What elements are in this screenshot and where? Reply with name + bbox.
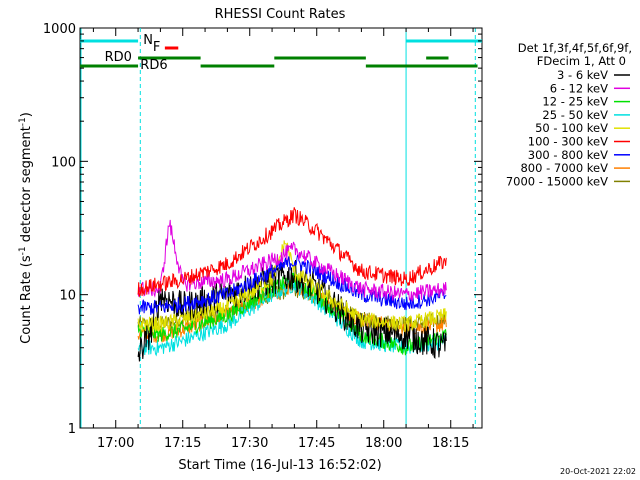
y-tick-label: 1000 xyxy=(43,22,76,37)
night-flag-label: N xyxy=(143,33,153,48)
flare-flag-label: F xyxy=(153,40,160,55)
x-tick-label: 17:00 xyxy=(97,436,134,451)
y-axis-label-sup2: -1 xyxy=(18,117,28,126)
series-line xyxy=(137,254,447,315)
chart-title: RHESSI Count Rates xyxy=(215,7,346,22)
timestamp: 20-Oct-2021 22:02 xyxy=(560,467,636,476)
x-tick-label: 17:30 xyxy=(231,436,268,451)
y-axis-label-sup1: -1 xyxy=(18,246,28,255)
x-tick-label: 18:00 xyxy=(365,436,402,451)
legend-entry-label: 25 - 50 keV xyxy=(542,108,608,122)
legend-header-1: Det 1f,3f,4f,5f,6f,9f, xyxy=(518,41,632,55)
y-tick-label: 10 xyxy=(59,289,76,304)
y-axis-label: Count Rate (s-1 detector segment-1) xyxy=(18,112,34,344)
y-tick-label: 1 xyxy=(68,422,76,437)
legend-entry-label: 6 - 12 keV xyxy=(550,81,608,95)
legend-entry-label: 300 - 800 keV xyxy=(528,148,608,162)
x-tick-label: 18:15 xyxy=(432,436,469,451)
rd0-flag-label: RD0 xyxy=(105,50,132,65)
legend-header-2: FDecim 1, Att 0 xyxy=(537,54,626,68)
legend-entry-label: 50 - 100 keV xyxy=(535,121,608,135)
series-line xyxy=(137,207,447,298)
flags-layer: N F RD0 RD6 xyxy=(80,28,482,428)
legend-entry-label: 12 - 25 keV xyxy=(542,95,608,109)
legend-entry-label: 100 - 300 keV xyxy=(528,135,608,149)
series-line xyxy=(137,240,447,333)
x-axis-label: Start Time (16-Jul-13 16:52:02) xyxy=(178,458,381,473)
series-line xyxy=(137,219,447,302)
legend: Det 1f,3f,4f,5f,6f,9f, FDecim 1, Att 0 3… xyxy=(506,41,632,188)
series-layer xyxy=(137,207,447,362)
x-tick-label: 17:15 xyxy=(164,436,201,451)
ticks-layer: 17:00 17:15 17:30 17:45 18:00 18:15 1 10 100 1000 xyxy=(43,22,482,451)
y-axis-label-main: Count Rate (s xyxy=(19,255,34,344)
legend-entry-label: 7000 - 15000 keV xyxy=(506,174,608,188)
legend-entry-label: 800 - 7000 keV xyxy=(520,161,608,175)
plot-frame xyxy=(79,27,483,429)
x-tick-label: 17:45 xyxy=(298,436,335,451)
series-line xyxy=(137,279,447,357)
series-line xyxy=(137,272,447,356)
series-line xyxy=(137,259,447,362)
rd6-flag-label: RD6 xyxy=(140,58,167,73)
legend-entry-label: 3 - 6 keV xyxy=(557,68,608,82)
y-axis-label-mid: detector segment xyxy=(19,126,34,246)
y-axis-label-end: ) xyxy=(19,112,34,117)
y-tick-label: 100 xyxy=(51,155,76,170)
